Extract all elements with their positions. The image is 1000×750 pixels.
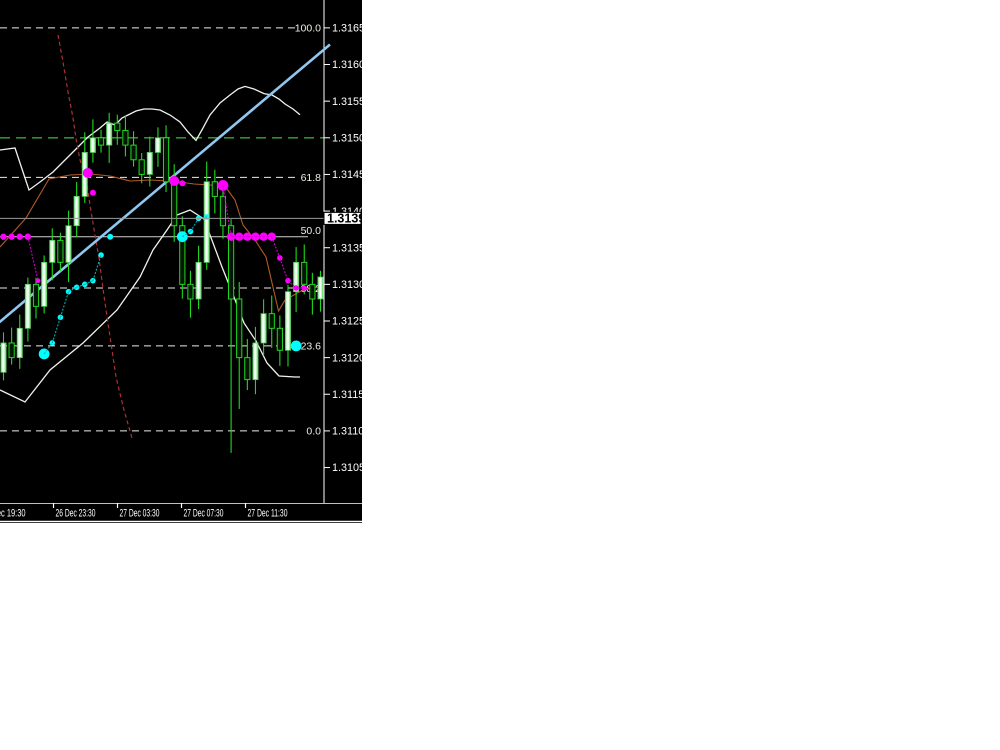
svg-text:Dec 19:30: Dec 19:30: [0, 508, 26, 520]
svg-text:0.0: 0.0: [306, 426, 321, 438]
svg-text:50.0: 50.0: [301, 225, 322, 237]
svg-text:27 Dec 11:30: 27 Dec 11:30: [248, 508, 288, 520]
svg-text:1.3105: 1.3105: [332, 462, 362, 474]
svg-text:1.3155: 1.3155: [332, 96, 362, 108]
svg-text:1.3110: 1.3110: [332, 426, 362, 438]
svg-text:27 Dec 07:30: 27 Dec 07:30: [184, 508, 224, 520]
svg-text:1.3115: 1.3115: [332, 389, 362, 401]
svg-text:26 Dec 23:30: 26 Dec 23:30: [56, 508, 96, 520]
svg-text:1.3160: 1.3160: [332, 59, 362, 71]
svg-text:1.3125: 1.3125: [332, 316, 362, 328]
svg-text:1.3139: 1.3139: [327, 211, 362, 225]
svg-text:1.3120: 1.3120: [332, 352, 362, 364]
svg-text:1.3165: 1.3165: [332, 23, 362, 35]
svg-text:100.0: 100.0: [295, 23, 321, 35]
svg-text:27 Dec 03:30: 27 Dec 03:30: [120, 508, 160, 520]
svg-text:1.3145: 1.3145: [332, 169, 362, 181]
svg-text:23.6: 23.6: [301, 341, 322, 353]
svg-text:1.3135: 1.3135: [332, 242, 362, 254]
svg-text:1.3150: 1.3150: [332, 132, 362, 144]
svg-text:61.8: 61.8: [301, 172, 322, 184]
svg-text:1.3130: 1.3130: [332, 279, 362, 291]
